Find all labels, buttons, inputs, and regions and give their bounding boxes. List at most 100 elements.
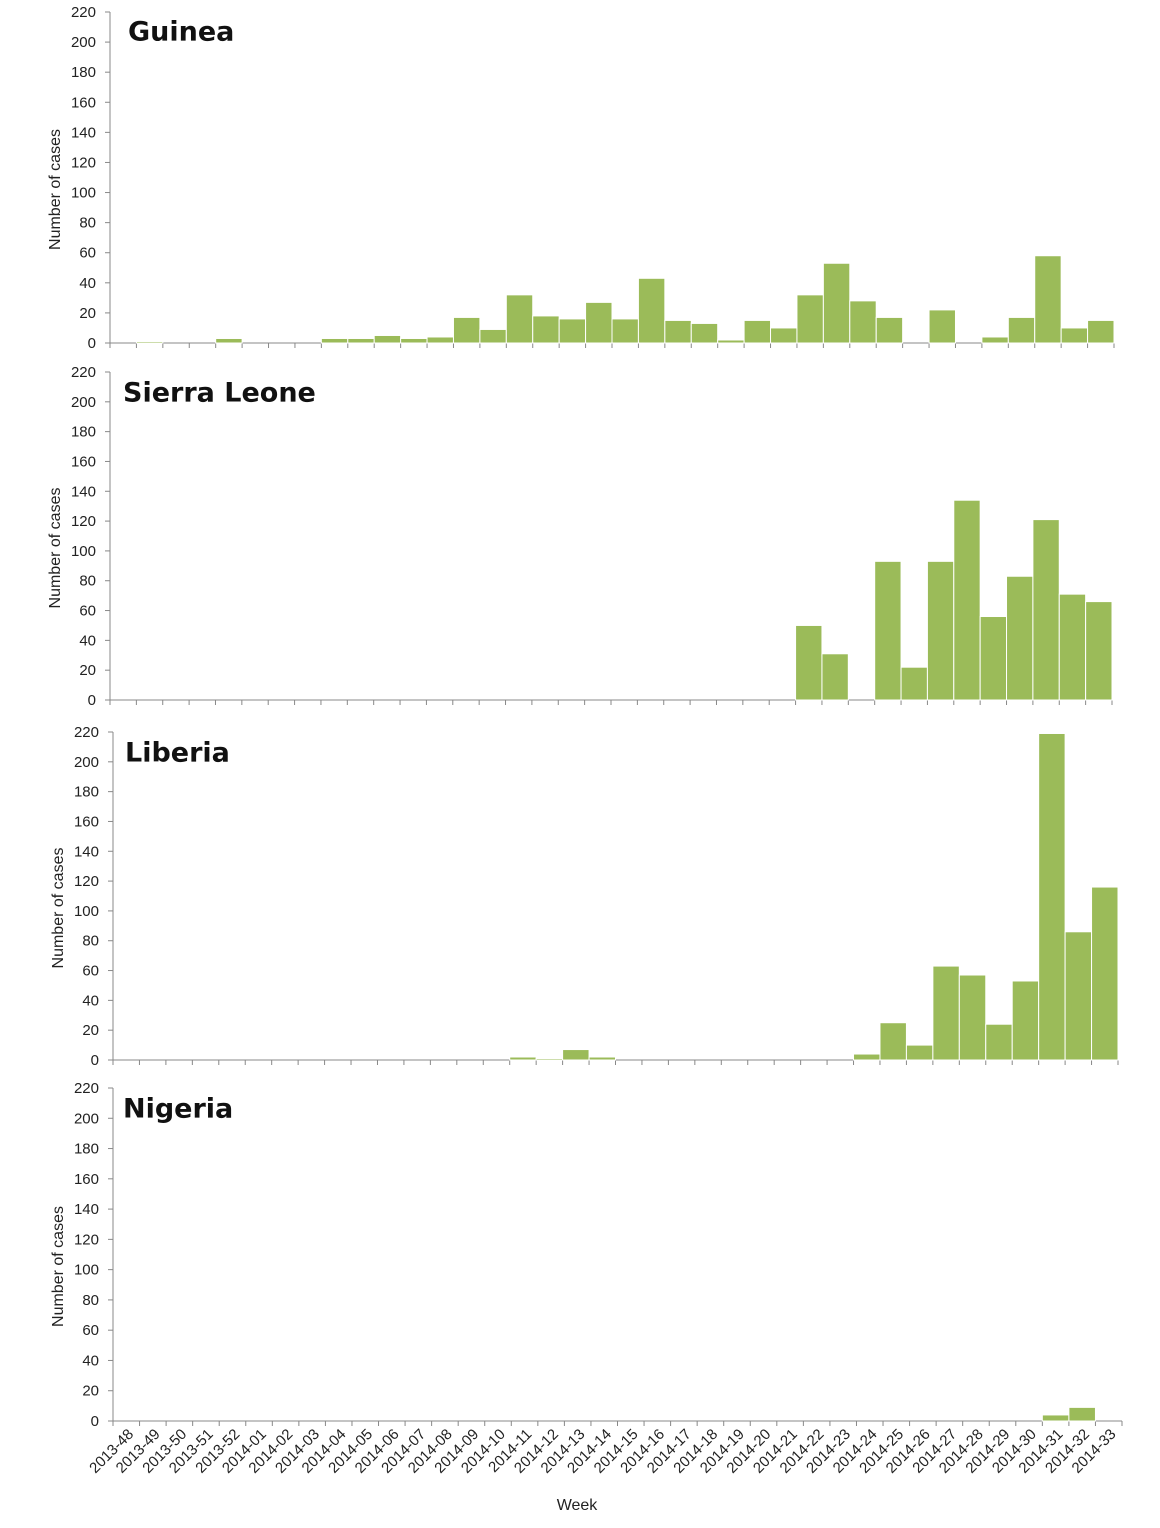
y-tick-label: 60 (82, 963, 99, 980)
bar-2014-12 (535, 1058, 564, 1061)
bar-2014-31 (1038, 732, 1066, 1061)
y-tick-label: 20 (82, 1383, 99, 1400)
bar-2014-33 (1087, 319, 1115, 344)
bar-2014-20 (743, 319, 772, 344)
bar-2014-33 (1091, 886, 1119, 1061)
panel-liberia: 0 20 40 60 80 100 120 140 160 180 200 220 Number of … (50, 724, 1119, 1069)
panel-title: Guinea (128, 17, 234, 48)
bar-2014-13 (558, 318, 587, 344)
bar-2014-30 (1011, 980, 1040, 1061)
bar-2014-30 (1006, 575, 1034, 701)
bar-2014-05 (347, 337, 375, 344)
y-tick-label: 220 (71, 364, 96, 381)
bar-2014-27 (932, 965, 960, 1061)
y-tick-label: 220 (74, 724, 99, 741)
bar-2014-28 (953, 499, 981, 701)
y-tick-label: 0 (88, 335, 96, 352)
bar-2014-26 (905, 1044, 934, 1061)
bar-2014-19 (717, 339, 745, 344)
y-tick-label: 160 (71, 94, 96, 111)
y-tick-label: 100 (71, 185, 96, 202)
bar-2014-32 (1058, 593, 1087, 701)
y-tick-label: 0 (91, 1052, 99, 1069)
y-tick-label: 200 (74, 754, 99, 771)
bar-2014-32 (1068, 1406, 1096, 1422)
y-tick-label: 80 (79, 215, 96, 232)
y-tick-label: 140 (74, 843, 99, 860)
y-tick-label: 160 (74, 1171, 99, 1188)
bar-2014-27 (926, 560, 955, 701)
x-axis-title: Week (557, 1497, 599, 1514)
y-tick-label: 220 (71, 4, 96, 21)
bar-2014-31 (1032, 519, 1060, 701)
bar-2014-25 (875, 316, 904, 344)
bar-2014-08 (426, 336, 454, 344)
panel-title: Nigeria (123, 1094, 233, 1125)
y-tick-label: 40 (82, 992, 99, 1009)
bar-2014-23 (821, 653, 849, 701)
bar-2014-10 (479, 328, 507, 344)
bar-2014-09 (452, 316, 481, 344)
y-tick-label: 140 (71, 483, 96, 500)
panel-title: Sierra Leone (123, 378, 316, 409)
y-tick-label: 220 (74, 1080, 99, 1097)
bar-2014-33 (1085, 601, 1113, 701)
y-tick-label: 140 (71, 124, 96, 141)
y-axis-label: Number of cases (47, 129, 64, 250)
panel-sierra-leone: 0 20 40 60 80 100 120 140 160 180 200 220 Number of … (47, 364, 1113, 709)
y-tick-label: 20 (79, 305, 96, 322)
panel-guinea: 0 20 40 60 80 100 120 140 160 180 200 220 Number of … (47, 4, 1115, 352)
y-tick-label: 160 (71, 453, 96, 470)
bar-2014-30 (1007, 316, 1036, 344)
y-tick-label: 60 (79, 245, 96, 262)
bar-2014-29 (985, 1023, 1013, 1061)
bar-2014-13 (562, 1049, 590, 1061)
y-tick-label: 80 (79, 573, 96, 590)
bar-2014-25 (874, 560, 902, 701)
bar-2014-28 (958, 974, 987, 1061)
y-axis-label: Number of cases (47, 488, 64, 609)
y-tick-label: 180 (74, 784, 99, 801)
bar-2014-06 (373, 334, 402, 344)
bar-2014-22 (795, 624, 823, 701)
bar-2014-27 (928, 309, 956, 344)
y-tick-label: 180 (71, 64, 96, 81)
bar-2014-11 (505, 294, 534, 344)
bar-2014-18 (690, 322, 719, 344)
bar-2014-23 (822, 262, 851, 344)
bar-2014-07 (400, 337, 428, 344)
bar-2014-31 (1034, 255, 1062, 344)
y-tick-label: 60 (82, 1322, 99, 1339)
panel-title: Liberia (125, 738, 230, 769)
bar-2014-21 (770, 327, 798, 344)
y-tick-label: 80 (82, 933, 99, 950)
y-tick-label: 120 (74, 1231, 99, 1248)
bar-2014-14 (588, 1056, 616, 1061)
y-tick-label: 140 (74, 1201, 99, 1218)
bar-2014-29 (981, 336, 1009, 344)
y-tick-label: 180 (71, 424, 96, 441)
y-axis-label: Number of cases (50, 848, 67, 969)
y-tick-label: 20 (79, 662, 96, 679)
bar-2014-17 (664, 319, 692, 344)
bar-2014-32 (1060, 327, 1089, 344)
y-tick-label: 80 (82, 1292, 99, 1309)
bar-2014-14 (585, 301, 613, 344)
y-tick-label: 100 (74, 903, 99, 920)
y-tick-label: 100 (74, 1262, 99, 1279)
bar-2014-26 (900, 666, 928, 701)
y-tick-label: 40 (82, 1352, 99, 1369)
bar-2014-25 (879, 1022, 907, 1061)
bar-2013-49 (135, 340, 164, 344)
y-tick-label: 160 (74, 813, 99, 830)
y-tick-label: 40 (79, 632, 96, 649)
y-tick-label: 60 (79, 603, 96, 620)
bar-2014-24 (849, 300, 877, 344)
y-tick-label: 200 (71, 394, 96, 411)
y-axis-label: Number of cases (50, 1206, 67, 1327)
y-tick-label: 0 (88, 692, 96, 709)
bar-2014-22 (796, 294, 824, 344)
y-tick-label: 180 (74, 1141, 99, 1158)
